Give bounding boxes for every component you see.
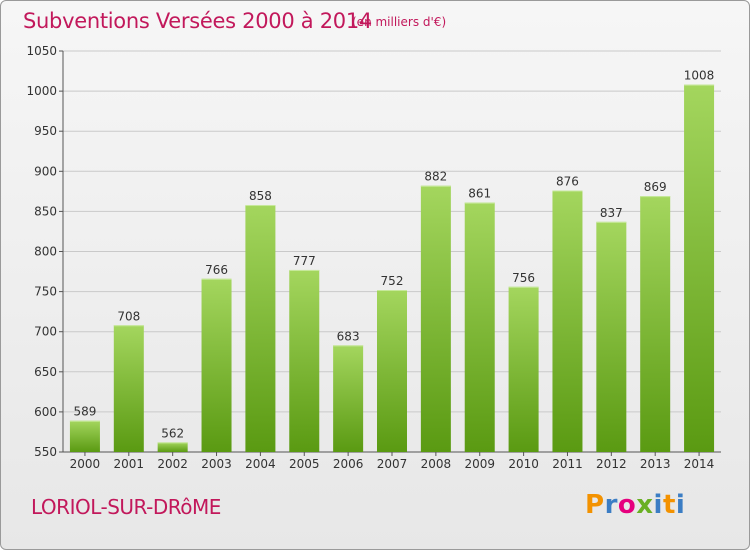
data-labels: 589 708 562 766 858 777 683 752 882 861 756 876 837 8… — [73, 69, 714, 441]
data-label: 562 — [161, 426, 184, 440]
data-label: 858 — [249, 189, 272, 203]
data-label: 777 — [293, 254, 316, 268]
bar — [464, 202, 495, 452]
bar — [420, 185, 451, 452]
bar — [596, 221, 627, 452]
data-label: 683 — [337, 329, 360, 343]
y-tick-label: 600 — [34, 405, 57, 419]
proxiti-logo: Proxiti — [585, 490, 686, 520]
data-label: 766 — [205, 263, 228, 277]
x-tick-label: 2012 — [596, 457, 627, 471]
y-tick-label: 1000 — [26, 84, 57, 98]
bar — [69, 420, 100, 452]
bar — [640, 196, 671, 452]
y-tick-label: 900 — [34, 164, 57, 178]
x-tick-label: 2010 — [508, 457, 539, 471]
chart-subtitle: (en milliers d'€) — [352, 15, 447, 29]
y-tick-label: 800 — [34, 245, 57, 259]
x-tick-label: 2003 — [201, 457, 232, 471]
y-tick-label: 1050 — [26, 44, 57, 58]
data-label: 752 — [381, 274, 404, 288]
x-tick-label: 2014 — [684, 457, 715, 471]
y-tick-label: 700 — [34, 325, 57, 339]
data-label: 708 — [117, 309, 140, 323]
bar — [113, 325, 144, 452]
chart-title: Subventions Versées 2000 à 2014 — [23, 9, 372, 33]
bar — [289, 269, 320, 452]
y-tick-label: 650 — [34, 365, 57, 379]
x-tick-labels: 2000 2001 2002 2003 2004 2005 2006 2007 2008 2009… — [70, 457, 715, 471]
data-label: 1008 — [684, 69, 715, 83]
place-name: LORIOL-SUR-DRôME — [31, 495, 221, 519]
x-tick-label: 2000 — [70, 457, 101, 471]
bar — [508, 286, 539, 452]
x-tick-label: 2011 — [552, 457, 583, 471]
data-label: 861 — [468, 187, 491, 201]
bar — [245, 204, 276, 452]
data-label: 869 — [644, 180, 667, 194]
x-tick-label: 2001 — [114, 457, 145, 471]
y-tick-label: 750 — [34, 285, 57, 299]
y-tick-labels: 550 600 650 700 750 800 850 900 950 1000 1050 — [26, 44, 57, 459]
data-label: 876 — [556, 175, 579, 189]
bars — [69, 84, 715, 453]
x-tick-label: 2004 — [245, 457, 276, 471]
y-tick-label: 850 — [34, 204, 57, 218]
x-tick-label: 2005 — [289, 457, 320, 471]
x-tick-label: 2008 — [421, 457, 452, 471]
bar — [157, 442, 188, 452]
bar — [377, 289, 407, 452]
bar — [552, 190, 583, 452]
y-tick-label: 550 — [34, 445, 57, 459]
x-tick-label: 2013 — [640, 457, 671, 471]
x-tick-label: 2006 — [333, 457, 364, 471]
bar — [201, 278, 232, 452]
data-label: 589 — [73, 405, 96, 419]
bar — [333, 345, 364, 452]
x-tick-label: 2007 — [377, 457, 408, 471]
data-label: 837 — [600, 206, 623, 220]
x-tick-label: 2009 — [464, 457, 495, 471]
data-label: 756 — [512, 271, 535, 285]
x-tick-label: 2002 — [157, 457, 188, 471]
data-label: 882 — [424, 170, 447, 184]
y-tick-label: 950 — [34, 124, 57, 138]
bar — [684, 84, 715, 453]
